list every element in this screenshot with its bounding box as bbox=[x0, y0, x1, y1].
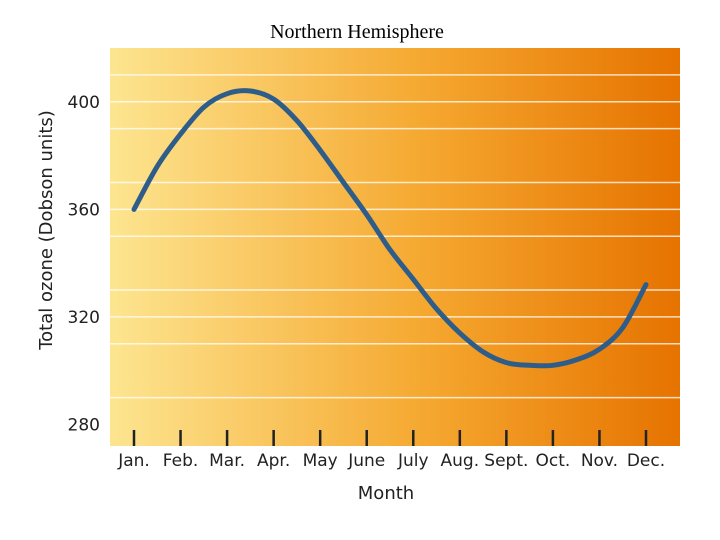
x-tick-label: Oct. bbox=[536, 451, 571, 471]
plot-area bbox=[110, 48, 680, 446]
x-axis-label: Month bbox=[358, 483, 414, 504]
y-tick-label: 400 bbox=[68, 93, 100, 113]
y-axis-label: Total ozone (Dobson units) bbox=[36, 110, 57, 351]
y-tick-label: 360 bbox=[68, 200, 100, 220]
gridlines bbox=[110, 74, 680, 399]
y-axis-tick-labels: 280 320 360 400 bbox=[68, 93, 100, 436]
chart-title: Northern Hemisphere bbox=[270, 21, 444, 43]
series-line-total-ozone bbox=[131, 88, 649, 369]
x-tick-label: Sept. bbox=[484, 451, 528, 471]
x-tick-label: Feb. bbox=[163, 451, 199, 471]
x-tick-label: July bbox=[397, 451, 429, 471]
x-tick-label: Apr. bbox=[257, 451, 290, 471]
x-tick-label: May bbox=[303, 451, 338, 471]
x-tick-label: Jan. bbox=[117, 451, 150, 471]
x-tick-label: Nov. bbox=[581, 451, 618, 471]
x-tick-label: Dec. bbox=[627, 451, 665, 471]
x-tick-label: June bbox=[347, 451, 385, 471]
y-tick-label: 320 bbox=[68, 308, 100, 328]
y-tick-label: 280 bbox=[68, 415, 100, 435]
x-tick-label: Mar. bbox=[209, 451, 245, 471]
x-tick-label: Aug. bbox=[441, 451, 480, 471]
x-axis: Jan. Feb. Mar. Apr. May June July Aug. Sept. Oct.… bbox=[117, 430, 665, 471]
